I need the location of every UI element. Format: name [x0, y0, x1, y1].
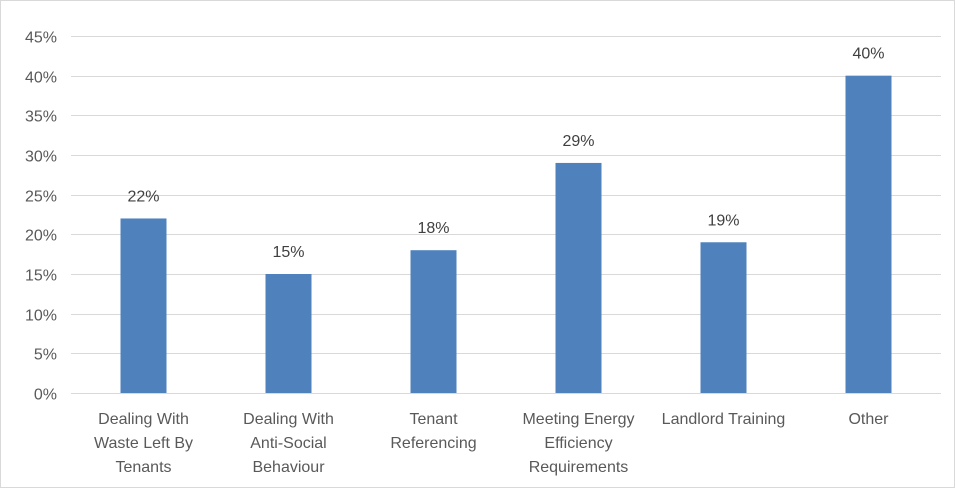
category-label: Dealing With Anti-Social Behaviour	[243, 411, 334, 476]
y-tick-label: 30%	[25, 149, 57, 166]
bar	[265, 274, 312, 393]
bar	[555, 162, 602, 393]
category-label: Tenant Referencing	[390, 411, 476, 452]
y-tick-label: 15%	[25, 268, 57, 285]
y-tick-label: 40%	[25, 70, 57, 87]
category-label-line: Tenant	[409, 411, 458, 428]
x-axis-category-labels: Dealing With Waste Left By TenantsDealing …	[94, 411, 889, 476]
category-label-line: Meeting Energy	[522, 411, 634, 428]
y-axis-tick-labels: 0% 5% 10% 15% 20% 25% 30% 35% 40% 45%	[25, 30, 57, 404]
category-label-line: Dealing With	[98, 411, 189, 428]
category-label: Landlord Training	[662, 411, 786, 428]
category-label-line: Requirements	[529, 459, 629, 476]
data-label: 19%	[707, 212, 739, 229]
bar	[700, 242, 747, 393]
category-label-line: Other	[848, 411, 889, 428]
category-label-line: Tenants	[115, 459, 171, 476]
bar	[410, 250, 457, 393]
y-tick-label: 35%	[25, 109, 57, 126]
data-label: 40%	[852, 46, 884, 63]
y-tick-label: 20%	[25, 228, 57, 245]
y-tick-label: 5%	[34, 347, 57, 364]
category-label-line: Landlord Training	[662, 411, 786, 428]
category-label-line: Referencing	[390, 435, 476, 452]
data-label: 22%	[127, 188, 159, 205]
category-label-line: Anti-Social	[250, 435, 326, 452]
y-tick-label: 25%	[25, 189, 57, 206]
category-label-line: Behaviour	[252, 459, 325, 476]
data-label: 29%	[562, 133, 594, 150]
data-labels: 22% 15% 18% 29% 19% 40%	[127, 46, 884, 261]
data-label: 15%	[272, 244, 304, 261]
category-label: Meeting Energy Efficiency Requirements	[522, 411, 634, 476]
bars	[120, 75, 892, 394]
y-tick-label: 0%	[34, 387, 57, 404]
bar	[845, 75, 892, 394]
category-label-line: Waste Left By	[94, 435, 193, 452]
y-tick-label: 45%	[25, 30, 57, 47]
bar	[120, 218, 167, 393]
category-label-line: Dealing With	[243, 411, 334, 428]
gridlines	[71, 36, 941, 394]
category-label-line: Efficiency	[544, 435, 612, 452]
category-label: Dealing With Waste Left By Tenants	[94, 411, 193, 476]
data-label: 18%	[417, 220, 449, 237]
category-label: Other	[848, 411, 889, 428]
y-tick-label: 10%	[25, 308, 57, 325]
